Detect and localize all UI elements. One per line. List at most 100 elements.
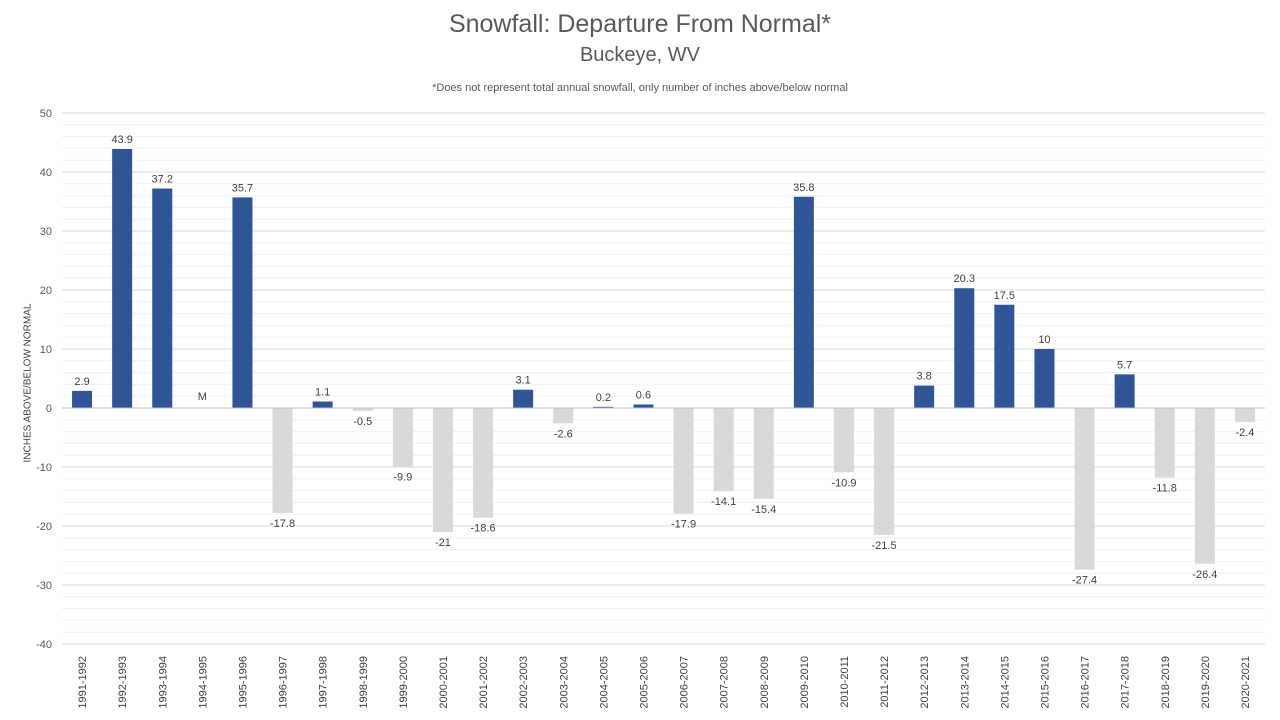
y-tick-label: 10 <box>40 344 52 356</box>
x-tick-label: 2019-2020 <box>1200 656 1212 709</box>
bar <box>312 401 333 408</box>
bar <box>112 148 133 409</box>
bar <box>232 197 253 408</box>
data-label: M <box>198 391 207 403</box>
y-tick-label: -10 <box>36 462 52 474</box>
x-tick-label: 1997-1998 <box>318 656 330 709</box>
bar <box>1114 374 1135 408</box>
data-label: -2.6 <box>554 428 573 440</box>
y-tick-label: 50 <box>40 108 52 120</box>
data-label: 37.2 <box>152 174 173 186</box>
data-label: -0.5 <box>353 416 372 428</box>
bar <box>713 408 734 492</box>
y-tick-label: -30 <box>36 580 52 592</box>
data-label: -10.9 <box>831 477 856 489</box>
bar <box>513 389 534 408</box>
x-tick-label: 2000-2001 <box>438 656 450 709</box>
data-label: -18.6 <box>471 523 496 535</box>
bar <box>473 408 494 518</box>
data-label: 0.6 <box>636 389 651 401</box>
bar <box>553 408 574 424</box>
x-tick-label: 2012-2013 <box>919 656 931 709</box>
data-label: 17.5 <box>994 290 1015 302</box>
x-tick-label: 2004-2005 <box>598 656 610 709</box>
bar <box>352 408 373 411</box>
data-label: -17.8 <box>270 518 295 530</box>
bar <box>152 188 173 408</box>
bar <box>593 406 614 408</box>
bar <box>1034 349 1055 408</box>
data-label: 5.7 <box>1117 359 1132 371</box>
bar <box>1154 408 1175 478</box>
bar <box>633 404 654 408</box>
bar <box>833 408 854 473</box>
data-label: -27.4 <box>1072 575 1097 587</box>
chart-note: *Does not represent total annual snowfal… <box>432 82 848 94</box>
bar <box>1074 408 1095 570</box>
data-label: 2.9 <box>74 376 89 388</box>
data-label: -21 <box>435 537 451 549</box>
x-tick-label: 2016-2017 <box>1080 656 1092 709</box>
x-tick-label: 2010-2011 <box>839 656 851 708</box>
data-label: 20.3 <box>954 273 975 285</box>
bar <box>392 408 413 467</box>
y-tick-label: 30 <box>40 226 52 238</box>
bar <box>72 390 93 408</box>
x-tick-label: 1996-1997 <box>278 656 290 709</box>
data-label: -21.5 <box>872 540 897 552</box>
data-label: 35.7 <box>232 182 253 194</box>
y-tick-label: -20 <box>36 521 52 533</box>
x-tick-label: 2002-2003 <box>518 656 530 709</box>
x-tick-label: 2008-2009 <box>759 656 771 709</box>
data-label: 3.8 <box>917 371 932 383</box>
x-tick-label: 2017-2018 <box>1120 656 1132 709</box>
x-tick-label: 2009-2010 <box>799 656 811 709</box>
bar <box>1234 408 1255 423</box>
y-tick-label: 20 <box>40 285 52 297</box>
bar <box>753 408 774 499</box>
y-tick-label: 0 <box>46 403 52 415</box>
data-label: 3.1 <box>516 375 531 387</box>
data-label: 0.2 <box>596 392 611 404</box>
data-label: 10 <box>1038 334 1050 346</box>
data-label: -11.8 <box>1153 483 1177 495</box>
bar <box>432 408 453 532</box>
y-tick-label: 40 <box>40 167 52 179</box>
y-tick-label: -40 <box>36 639 52 651</box>
chart-subtitle: Buckeye, WV <box>579 44 701 66</box>
x-tick-label: 2007-2008 <box>719 656 731 709</box>
data-label: -9.9 <box>393 471 412 483</box>
x-tick-label: 1991-1992 <box>77 656 89 709</box>
bar <box>994 304 1015 408</box>
x-tick-label: 1995-1996 <box>237 656 249 709</box>
bar <box>793 196 814 408</box>
data-label: -17.9 <box>671 519 696 531</box>
x-tick-label: 2006-2007 <box>679 656 691 709</box>
x-tick-label: 1999-2000 <box>398 656 410 709</box>
x-tick-label: 2013-2014 <box>959 656 971 709</box>
x-tick-label: 1998-1999 <box>358 656 370 709</box>
x-tick-label: 2018-2019 <box>1160 656 1172 709</box>
x-tick-label: 2003-2004 <box>558 656 570 709</box>
data-label: -15.4 <box>751 504 776 516</box>
x-tick-label: 1993-1994 <box>157 656 169 709</box>
data-label: 35.8 <box>793 182 814 194</box>
data-label: 1.1 <box>315 387 330 399</box>
x-tick-label: 1992-1993 <box>117 656 129 709</box>
x-tick-label: 2020-2021 <box>1240 656 1252 709</box>
x-tick-label: 2001-2002 <box>478 656 490 709</box>
data-label: 43.9 <box>111 134 132 146</box>
x-tick-label: 1994-1995 <box>197 656 209 709</box>
x-tick-label: 2014-2015 <box>999 656 1011 709</box>
x-tick-label: 2005-2006 <box>638 656 650 709</box>
bar <box>874 408 895 535</box>
bar <box>954 288 975 408</box>
data-label: -2.4 <box>1235 427 1254 439</box>
data-label: -26.4 <box>1192 569 1217 581</box>
x-tick-label: 2011-2012 <box>879 656 891 708</box>
bar <box>1194 408 1215 564</box>
chart-title: Snowfall: Departure From Normal* <box>448 10 832 38</box>
bar <box>272 408 293 514</box>
data-label: -14.1 <box>711 496 736 508</box>
